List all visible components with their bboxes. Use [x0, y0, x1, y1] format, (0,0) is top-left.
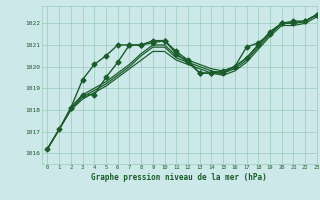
X-axis label: Graphe pression niveau de la mer (hPa): Graphe pression niveau de la mer (hPa)	[91, 173, 267, 182]
